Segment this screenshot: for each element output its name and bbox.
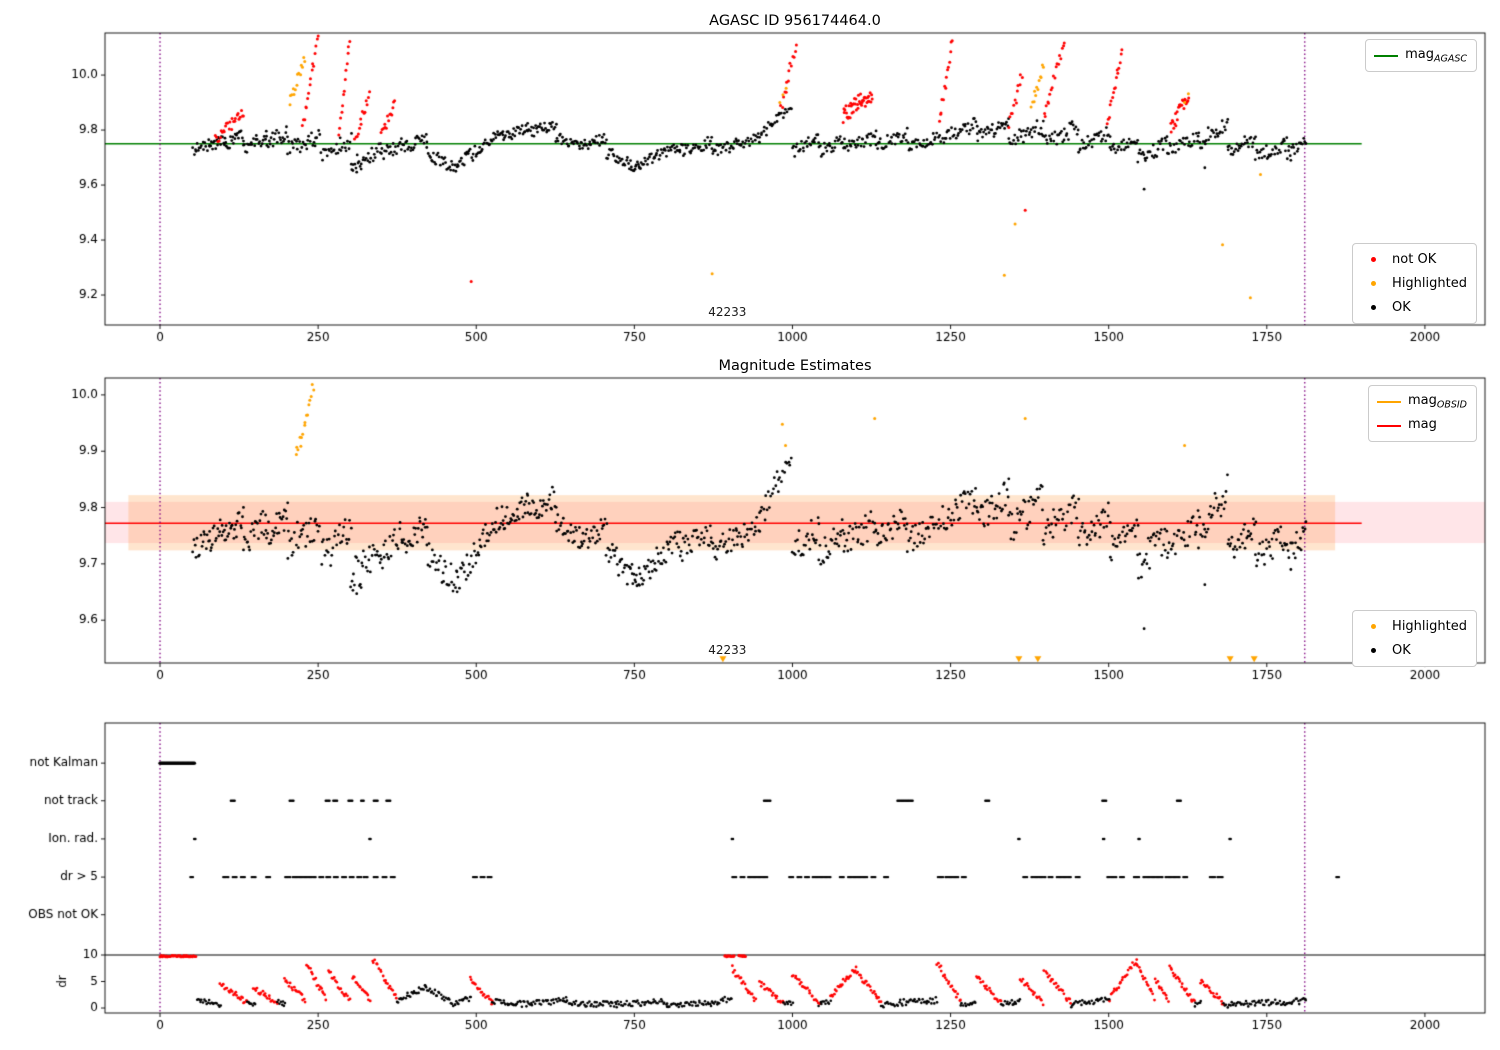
legend-item-ok-mid: OK bbox=[1361, 640, 1467, 661]
obsid-annotation-mid: 42233 bbox=[708, 642, 747, 657]
legend-top-markers: not OK Highlighted OK bbox=[1352, 243, 1477, 324]
legend-label-ok: OK bbox=[1392, 300, 1411, 315]
legend-label-highlighted: Highlighted bbox=[1392, 276, 1467, 291]
legend-mag-agasc: magAGASC bbox=[1365, 39, 1477, 72]
legend-label-ok-mid: OK bbox=[1392, 643, 1411, 658]
legend-label-mag-obsid: magOBSID bbox=[1407, 392, 1467, 411]
legend-label-mag: mag bbox=[1407, 416, 1437, 432]
legend-item-not-ok: not OK bbox=[1361, 249, 1467, 270]
legend-label-not-ok: not OK bbox=[1392, 252, 1437, 267]
ok-dot-swatch-mid bbox=[1370, 648, 1376, 653]
top-plot-title: AGASC ID 956174464.0 bbox=[709, 13, 881, 29]
legend-item-highlighted: Highlighted bbox=[1361, 273, 1467, 294]
legend-item-mag-obsid: magOBSID bbox=[1376, 391, 1467, 412]
mag-agasc-line-swatch bbox=[1374, 54, 1399, 57]
highlighted-dot-swatch-mid bbox=[1370, 624, 1376, 629]
legend-mag-lines: magOBSID mag bbox=[1367, 385, 1477, 442]
ok-dot-swatch bbox=[1370, 305, 1376, 310]
mid-plot-title: Magnitude Estimates bbox=[718, 358, 872, 374]
legend-label-highlighted-mid: Highlighted bbox=[1392, 619, 1467, 634]
mag-line-swatch bbox=[1376, 424, 1401, 427]
highlighted-dot-swatch bbox=[1370, 281, 1376, 286]
obsid-annotation-top: 42233 bbox=[708, 305, 747, 320]
mag-obsid-line-swatch bbox=[1376, 400, 1401, 403]
legend-item-mag-agasc: magAGASC bbox=[1374, 45, 1467, 66]
legend-item-mag: mag bbox=[1376, 415, 1467, 436]
legend-mid-markers: Highlighted OK bbox=[1352, 610, 1477, 667]
legend-item-ok: OK bbox=[1361, 297, 1467, 318]
not-ok-dot-swatch bbox=[1370, 257, 1376, 262]
legend-label-mag-agasc: magAGASC bbox=[1405, 46, 1467, 65]
legend-item-highlighted-mid: Highlighted bbox=[1361, 616, 1467, 637]
